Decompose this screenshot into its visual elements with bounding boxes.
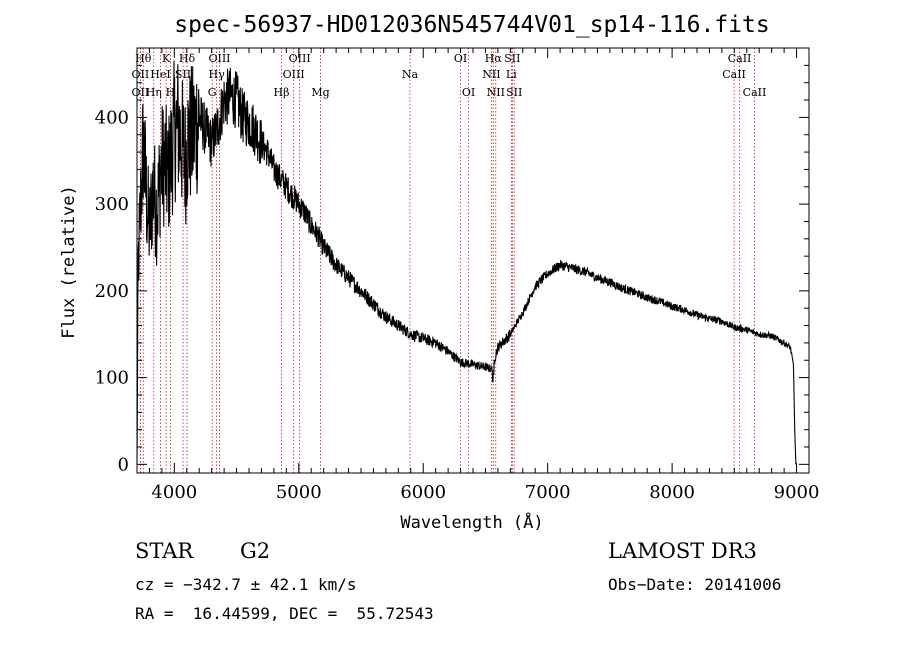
survey-name: LAMOST DR3 [608, 539, 757, 563]
object-type: STAR [135, 539, 194, 563]
spectral-line-label: H [166, 86, 176, 99]
x-tick-label: 9000 [774, 482, 820, 503]
spectral-line-label: Li [506, 68, 517, 81]
y-axis-ticks: 0 100 200 300 400 [95, 64, 809, 475]
x-tick-label: 5000 [276, 482, 322, 503]
spectrum-curve [136, 60, 797, 465]
coordinates: RA = 16.44599, DEC = 55.72543 [135, 604, 434, 623]
spectral-line-label: HeI [150, 68, 170, 81]
spectral-line-label: NII [482, 68, 500, 81]
chart-title: spec-56937-HD012036N545744V01_sp14-116.f… [174, 12, 769, 38]
spectral-line-label: Hα [485, 52, 503, 65]
observation-date: Obs−Date: 20141006 [608, 575, 782, 594]
plot-frame [136, 47, 810, 474]
spectral-line-label: OII [132, 68, 150, 81]
spectral-line-label: OIII [283, 68, 305, 81]
spectral-line-label: SII [504, 52, 520, 65]
spectral-line-label: OII [132, 86, 150, 99]
spectral-line-label: Na [402, 68, 419, 81]
y-tick-label: 100 [95, 368, 129, 389]
redshift-velocity: cz = −342.7 ± 42.1 km/s [135, 575, 357, 594]
spectral-line-label: OI [462, 86, 475, 99]
spectral-line-label: OIII [208, 52, 230, 65]
y-axis-label: Flux (relative) [59, 185, 79, 339]
x-tick-label: 8000 [649, 482, 695, 503]
spectral-line-label: Hδ [179, 52, 196, 65]
spectral-line-label: CaII [722, 68, 746, 81]
spectral-line-label: CaII [743, 86, 767, 99]
spectral-line-label: NII [487, 86, 505, 99]
spectral-line-label: Hθ [135, 52, 152, 65]
x-tick-label: 4000 [151, 482, 197, 503]
spectral-line-label: Hη [146, 86, 162, 99]
spectral-line-label: Hβ [274, 86, 290, 99]
y-tick-label: 200 [95, 281, 129, 302]
object-subclass: G2 [240, 539, 271, 563]
y-tick-label: 0 [118, 454, 129, 475]
y-tick-label: 300 [95, 194, 129, 215]
spectral-line-markers [139, 48, 755, 473]
spectral-line-label: K [162, 52, 171, 65]
spectral-line-label: OI [454, 52, 467, 65]
spectral-line-label: Mg [311, 86, 329, 99]
spectral-line-label: OIII [289, 52, 311, 65]
spectral-line-label: Hγ [209, 68, 226, 81]
x-axis-ticks: 4000 5000 6000 7000 8000 9000 [148, 48, 820, 503]
y-tick-label: 400 [95, 107, 129, 128]
spectral-line-label: CaII [728, 52, 752, 65]
x-tick-label: 6000 [400, 482, 446, 503]
spectral-line-label: SII [175, 68, 191, 81]
x-tick-label: 7000 [525, 482, 571, 503]
x-axis-label: Wavelength (Å) [400, 511, 543, 533]
spectral-line-label: G [208, 86, 217, 99]
spectral-line-label: SII [506, 86, 522, 99]
